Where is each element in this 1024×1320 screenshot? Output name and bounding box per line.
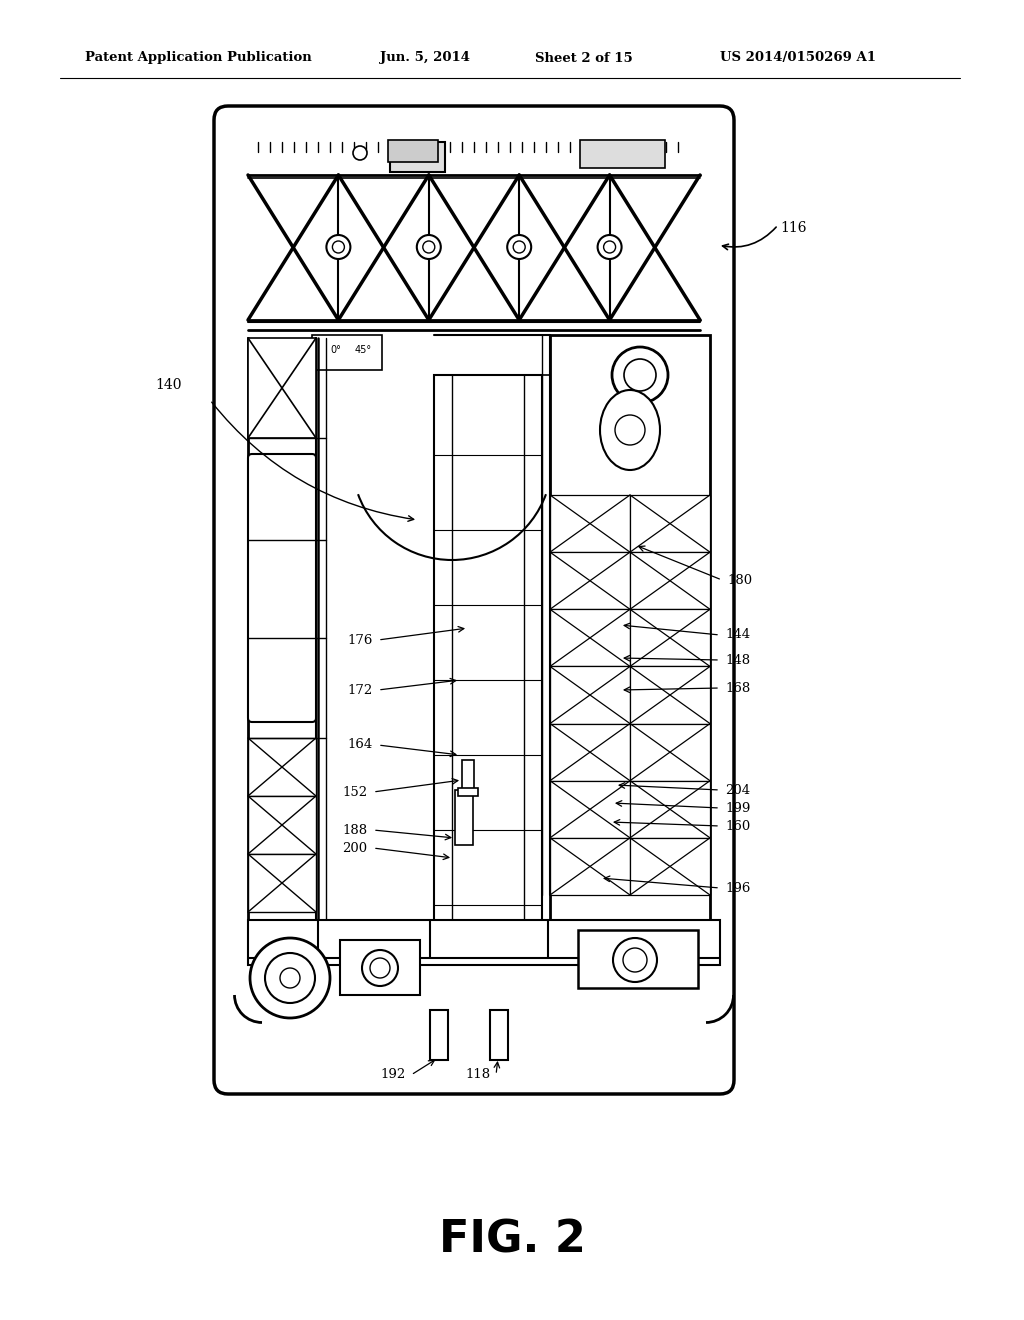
Bar [248,854,316,912]
Text: 172: 172 [347,684,373,697]
Bar [630,610,710,667]
Bar [550,723,630,780]
Text: 45°: 45° [355,345,372,355]
Bar [248,796,316,854]
Circle shape [513,242,525,253]
Ellipse shape [600,389,660,470]
Text: 188: 188 [342,824,368,837]
Text: 176: 176 [347,634,373,647]
Circle shape [598,235,622,259]
Bar [434,375,542,954]
Text: 118: 118 [466,1068,490,1081]
Text: 164: 164 [347,738,373,751]
Bar [388,140,438,162]
Circle shape [624,359,656,391]
Circle shape [612,347,668,403]
Bar [550,780,630,838]
Circle shape [362,950,398,986]
Text: Patent Application Publication: Patent Application Publication [85,51,311,65]
Circle shape [353,147,367,160]
Text: 152: 152 [342,785,368,799]
Text: 168: 168 [725,681,751,694]
Text: 192: 192 [380,1068,406,1081]
Text: 140: 140 [155,378,181,392]
Bar [550,667,630,723]
Text: 148: 148 [725,653,751,667]
Bar [550,838,630,895]
Bar [462,760,474,789]
Bar [455,789,473,845]
Text: Sheet 2 of 15: Sheet 2 of 15 [535,51,633,65]
Text: 0°: 0° [330,345,341,355]
Bar [550,552,630,610]
Bar [630,780,710,838]
Bar [458,788,478,796]
Bar [630,838,710,895]
Text: FIG. 2: FIG. 2 [438,1218,586,1262]
Text: Jun. 5, 2014: Jun. 5, 2014 [380,51,470,65]
Bar [490,1010,508,1060]
Text: US 2014/0150269 A1: US 2014/0150269 A1 [720,51,876,65]
Bar [550,610,630,667]
Text: 160: 160 [725,820,751,833]
Circle shape [327,235,350,259]
Circle shape [250,939,330,1018]
Circle shape [423,242,435,253]
FancyBboxPatch shape [248,454,316,722]
Text: 144: 144 [725,628,751,642]
Bar [578,931,698,987]
Bar [630,495,710,552]
Text: 204: 204 [725,784,751,796]
Text: 200: 200 [342,842,368,854]
Bar [630,667,710,723]
Bar [248,338,316,438]
Bar [550,335,710,954]
Circle shape [370,958,390,978]
Bar [390,143,445,172]
FancyBboxPatch shape [214,106,734,1094]
Circle shape [603,242,615,253]
Circle shape [265,953,315,1003]
Bar [340,940,420,995]
Circle shape [280,968,300,987]
Text: 116: 116 [780,220,807,235]
Bar [312,335,382,370]
Bar [630,552,710,610]
Bar [580,140,665,168]
Bar [248,738,316,796]
Text: 180: 180 [727,573,753,586]
Text: 199: 199 [725,801,751,814]
Bar [248,920,720,965]
Circle shape [623,948,647,972]
Circle shape [417,235,440,259]
Bar [630,723,710,780]
Circle shape [333,242,344,253]
Bar [430,1010,449,1060]
Circle shape [507,235,531,259]
Circle shape [615,414,645,445]
Bar [550,495,630,552]
Circle shape [613,939,657,982]
Text: 196: 196 [725,882,751,895]
